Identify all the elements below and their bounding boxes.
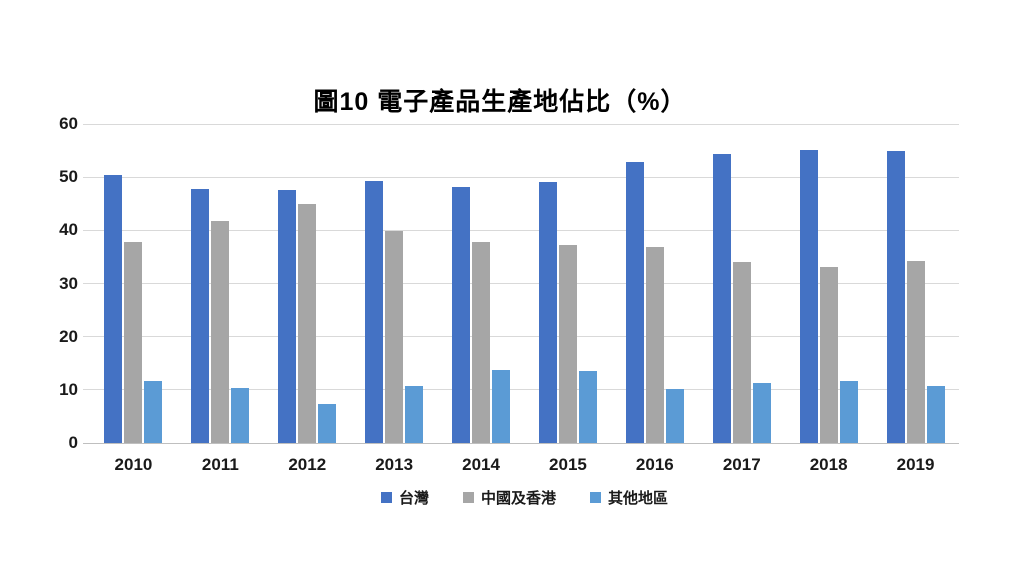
bar-others-2015 xyxy=(578,370,597,443)
y-axis-label-40: 40 xyxy=(59,220,78,240)
bar-others-2018 xyxy=(839,380,858,443)
x-axis-label-2018: 2018 xyxy=(809,455,848,474)
y-axis-tick-50 xyxy=(83,176,90,178)
bar-china-hongkong-2014 xyxy=(472,241,491,443)
y-axis-tick-20 xyxy=(83,336,90,338)
x-axis-label-2010: 2010 xyxy=(114,455,153,474)
bar-taiwan-2016 xyxy=(625,162,644,443)
y-axis-tick-40 xyxy=(83,229,90,231)
y-axis-label-20: 20 xyxy=(59,326,78,346)
bar-china-hongkong-2016 xyxy=(645,246,664,443)
x-axis-label-2017: 2017 xyxy=(722,455,761,474)
bar-taiwan-2019 xyxy=(886,150,905,443)
y-axis-tick-30 xyxy=(83,283,90,284)
bar-china-hongkong-2013 xyxy=(385,230,404,443)
bar-others-2016 xyxy=(665,389,684,443)
bar-others-2013 xyxy=(405,386,424,443)
bar-taiwan-2017 xyxy=(712,154,731,443)
y-axis-tick-0 xyxy=(83,442,90,444)
legend-item-china-hongkong: 中國及香港 xyxy=(462,487,556,508)
bar-china-hongkong-2017 xyxy=(732,261,751,443)
bar-china-hongkong-2012 xyxy=(298,204,317,443)
x-axis-label-2012: 2012 xyxy=(288,455,327,474)
legend-swatch-china-hongkong-icon xyxy=(462,492,474,503)
chart-title: 圖10 電子產品生產地佔比（%） xyxy=(313,88,687,116)
bar-taiwan-2014 xyxy=(452,187,471,443)
bar-taiwan-2015 xyxy=(538,182,557,443)
x-axis-label-2015: 2015 xyxy=(549,455,587,474)
y-axis-tick-10 xyxy=(83,389,90,391)
bar-china-hongkong-2011 xyxy=(211,220,230,443)
bar-taiwan-2010 xyxy=(104,175,123,443)
y-axis-label-10: 10 xyxy=(59,379,78,399)
y-axis-label-30: 30 xyxy=(59,273,78,293)
legend-label-china-hongkong: 中國及香港 xyxy=(480,490,556,507)
bar-china-hongkong-2010 xyxy=(124,242,143,443)
bar-china-hongkong-2015 xyxy=(558,245,577,443)
bar-china-hongkong-2019 xyxy=(906,261,925,443)
y-axis-tick-60 xyxy=(83,123,90,125)
legend-item-others: 其他地區 xyxy=(590,487,668,508)
legend-label-taiwan: 台灣 xyxy=(398,490,429,507)
x-axis-label-2013: 2013 xyxy=(375,455,414,474)
bar-others-2012 xyxy=(318,404,337,443)
bar-others-2019 xyxy=(926,386,945,443)
bar-taiwan-2012 xyxy=(278,189,297,443)
bar-taiwan-2013 xyxy=(365,181,384,443)
legend-swatch-others-icon xyxy=(590,492,601,503)
bar-others-2010 xyxy=(144,381,163,443)
x-axis-label-2016: 2016 xyxy=(635,455,674,474)
legend-swatch-taiwan-icon xyxy=(380,492,392,503)
gridline-60 xyxy=(90,123,959,125)
x-axis-label-2019: 2019 xyxy=(896,455,935,474)
bar-taiwan-2011 xyxy=(191,189,210,443)
bar-china-hongkong-2018 xyxy=(819,267,838,443)
gridline-50 xyxy=(90,176,959,178)
legend: 台灣 中國及香港 其他地區 xyxy=(90,487,959,508)
y-axis-label-50: 50 xyxy=(59,167,78,187)
bar-taiwan-2018 xyxy=(799,150,818,443)
bar-others-2011 xyxy=(231,387,250,443)
x-axis-label-2014: 2014 xyxy=(462,455,500,474)
plot-area: 0 10 20 30 40 50 60 2010 2011 2012 2013 2014 2015 201… xyxy=(59,114,959,474)
bar-others-2017 xyxy=(752,382,771,443)
legend-item-taiwan: 台灣 xyxy=(380,487,429,508)
legend-label-others: 其他地區 xyxy=(608,490,669,507)
y-axis-label-60: 60 xyxy=(59,114,78,133)
y-axis-label-0: 0 xyxy=(68,433,78,452)
x-axis-label-2011: 2011 xyxy=(201,455,239,474)
bar-others-2014 xyxy=(492,369,511,443)
